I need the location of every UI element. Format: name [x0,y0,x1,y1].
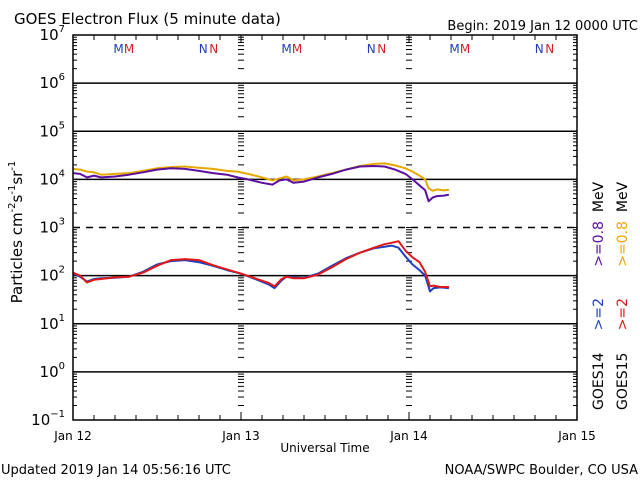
marker-label: N [377,42,386,56]
x-tick-label: Jan 12 [53,429,92,443]
chart-title: GOES Electron Flux (5 minute data) [14,10,281,28]
marker-label: M [124,42,134,56]
legend-satellite: GOES14 [591,352,607,410]
y-tick-label: 103 [40,217,65,237]
marker-label: M [449,42,459,56]
updated-timestamp: Updated 2019 Jan 14 05:56:16 UTC [1,463,231,478]
legend-spacer [591,330,607,352]
x-tick-labels: Jan 12 Jan 13 Jan 14 Jan 15 [53,429,596,443]
series-line-goes15-2-mev [72,240,449,288]
legend-energy-low: >=0.8 [615,221,631,267]
legend-entry: GOES15 >=2 >=0.8 MeV [615,181,631,410]
y-tick-label: 10−1 [31,409,65,429]
y-tick-label: 104 [40,168,65,188]
y-axis-label: Particles cm-2s-1sr-1 [7,161,26,304]
legend-spacer [591,267,607,298]
legend-spacer [591,212,607,221]
legend-spacer [615,267,631,298]
y-tick-label: 100 [40,361,65,381]
svg-text:GOES14 >=2 >=0.8 Me: GOES14 >=2 >=0.8 MeV [591,181,607,410]
y-tick-label: 101 [40,313,65,333]
data-series [72,162,450,293]
legend-energy-high: >=2 [615,298,631,330]
y-tick-label: 102 [40,265,65,285]
svg-text:GOES15 >=2 >=0.8 Me: GOES15 >=2 >=0.8 MeV [615,181,631,410]
legend-entry: GOES14 >=2 >=0.8 MeV [591,181,607,410]
y-tick-label: 105 [40,120,65,140]
credit-text: NOAA/SWPC Boulder, CO USA [445,463,638,478]
chart-subtitle: Begin: 2019 Jan 12 0000 UTC [447,19,638,34]
marker-label: N [209,42,218,56]
y-tick-labels: 107 106 105 104 103 102 101 100 10−1 [31,24,65,429]
series-line-goes15-0-8-mev [72,162,450,192]
svg-text:Particles cm-2s-1sr-1: Particles cm-2s-1sr-1 [7,161,26,304]
x-tick-label: Jan 14 [389,429,428,443]
gridlines [73,82,577,373]
marker-label: N [535,42,544,56]
legend-energy-low: >=0.8 [591,221,607,267]
y-tick-label: 107 [40,24,65,44]
legend-energy-high: >=2 [591,298,607,330]
marker-label: N [367,42,376,56]
legend-unit: MeV [591,181,607,212]
plot-frame [72,34,578,421]
marker-label: M [292,42,302,56]
marker-label: M [460,42,470,56]
marker-label: N [545,42,554,56]
legend-spacer [615,212,631,221]
marker-label: M [113,42,123,56]
x-axis-label: Universal Time [280,441,369,455]
x-tick-label: Jan 15 [557,429,596,443]
x-tick-label: Jan 13 [221,429,260,443]
legend-unit: MeV [615,181,631,212]
series-line-goes14-2-mev [72,244,449,293]
legend-spacer [615,330,631,352]
series-line-goes14-0-8-mev [72,165,450,203]
y-tick-label: 106 [40,72,65,92]
legend-satellite: GOES15 [615,353,631,410]
marker-label: M [281,42,291,56]
marker-label: N [199,42,208,56]
